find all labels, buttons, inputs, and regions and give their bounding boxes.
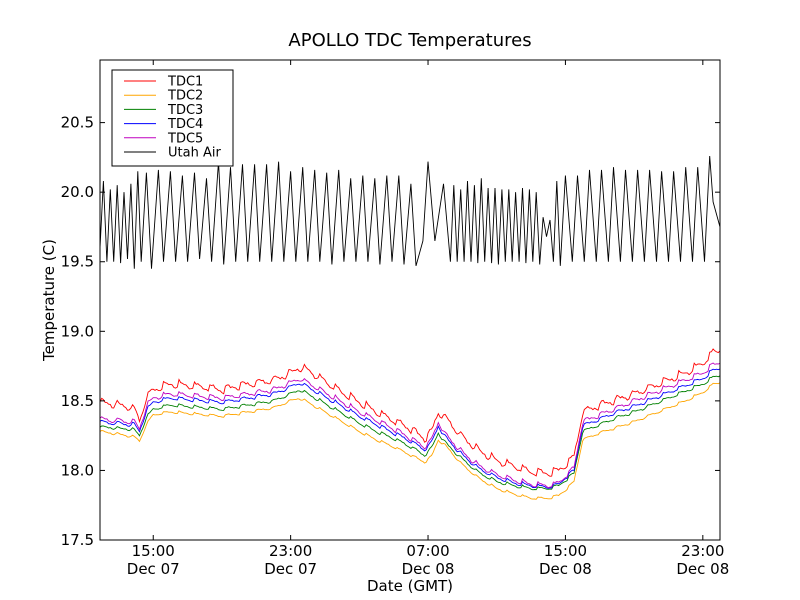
x-tick-date-label: Dec 07: [264, 560, 317, 578]
y-tick-label: 18.0: [61, 461, 94, 479]
series-line-utah-air: [100, 155, 720, 269]
x-axis-label: Date (GMT): [367, 577, 453, 595]
plot-frame: [99, 59, 721, 541]
x-tick-date-label: Dec 07: [127, 560, 180, 578]
x-tick-label: 23:00: [269, 542, 312, 560]
legend-label: TDC1: [167, 75, 203, 90]
series-line-tdc5: [100, 362, 720, 489]
series-line-tdc4: [100, 368, 720, 489]
x-tick-label: 15:00: [544, 542, 587, 560]
x-tick-date-label: Dec 08: [676, 560, 729, 578]
x-tick-label: 23:00: [681, 542, 724, 560]
series-line-tdc1: [100, 348, 720, 477]
y-tick-label: 19.5: [61, 253, 94, 271]
y-tick-label: 17.5: [61, 531, 94, 549]
x-tick-label: 07:00: [406, 542, 449, 560]
legend-label: TDC4: [167, 117, 203, 132]
legend-box: [111, 69, 234, 167]
y-axis: 17.5 18.0 18.5 19.0 19.5 20.0 20.5: [61, 114, 720, 549]
y-tick-label: 20.0: [61, 183, 94, 201]
legend-label: TDC3: [167, 103, 203, 118]
legend-label: TDC2: [167, 89, 203, 104]
legend-label: TDC5: [167, 131, 203, 146]
chart-title: APOLLO TDC Temperatures: [288, 30, 531, 51]
x-tick-label: 15:00: [132, 542, 175, 560]
y-tick-label: 20.5: [61, 114, 94, 132]
x-tick-date-label: Dec 08: [539, 560, 592, 578]
y-tick-label: 18.5: [61, 392, 94, 410]
series-line-tdc3: [100, 375, 720, 491]
y-axis-label: Temperature (C): [40, 239, 58, 362]
series-line-tdc2: [100, 382, 720, 500]
legend-label: Utah Air: [168, 146, 221, 161]
y-tick-label: 19.0: [61, 322, 94, 340]
x-tick-date-label: Dec 08: [402, 560, 455, 578]
plot-area: [100, 155, 720, 500]
